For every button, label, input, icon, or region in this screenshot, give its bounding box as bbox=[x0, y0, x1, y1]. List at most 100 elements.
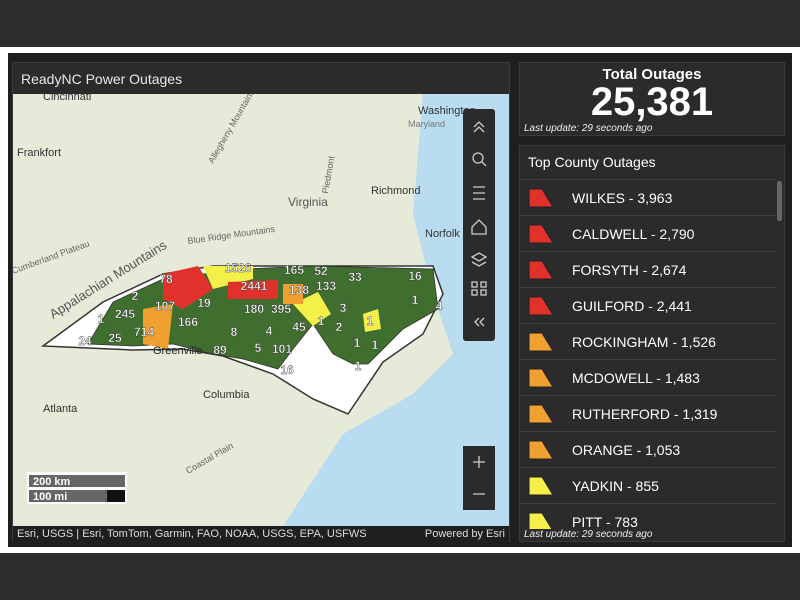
county-outage-label: 16 bbox=[408, 269, 422, 283]
county-list: WILKES - 3,963 CALDWELL - 2,790 FORSYTH - … bbox=[520, 179, 776, 539]
county-icon bbox=[528, 224, 554, 243]
list-title: Top County Outages bbox=[528, 154, 656, 170]
county-row[interactable]: FORSYTH - 2,674 bbox=[520, 251, 776, 287]
place-label: Virginia bbox=[288, 195, 328, 209]
county-icon bbox=[528, 476, 554, 495]
county-outage-label: 3 bbox=[340, 301, 347, 315]
county-outage-label: 2 bbox=[336, 320, 343, 334]
attribution-bar: Esri, USGS | Esri, TomTom, Garmin, FAO, … bbox=[13, 526, 509, 542]
county-label: CALDWELL - 2,790 bbox=[572, 225, 695, 242]
county-icon bbox=[528, 404, 554, 423]
county-outage-label: 1 bbox=[372, 338, 379, 352]
scale-label: 100 mi bbox=[33, 491, 67, 503]
powered-by[interactable]: Powered by Esri bbox=[424, 528, 505, 540]
county-row[interactable]: ORANGE - 1,053 bbox=[520, 431, 776, 467]
update-note: Last update: 29 seconds ago bbox=[524, 529, 774, 540]
county-row[interactable]: GUILFORD - 2,441 bbox=[520, 287, 776, 323]
county-outage-label: 24 bbox=[78, 334, 92, 348]
county-outage-label: 165 bbox=[284, 263, 304, 277]
icon-shape bbox=[528, 188, 554, 207]
county-outage-label: 16 bbox=[280, 363, 294, 377]
icon-shape bbox=[528, 404, 554, 423]
county-row[interactable]: WILKES - 3,963 bbox=[520, 179, 776, 215]
place-label: Norfolk bbox=[425, 228, 460, 240]
county-row[interactable]: RUTHERFORD - 1,319 bbox=[520, 395, 776, 431]
county-outage-label: 166 bbox=[178, 315, 198, 329]
county-outage-label: 4 bbox=[266, 324, 273, 338]
county-row[interactable]: MCDOWELL - 1,483 bbox=[520, 359, 776, 395]
total-title: Total Outages bbox=[602, 66, 702, 83]
place-label: Washington bbox=[418, 105, 476, 117]
county-label: MCDOWELL - 1,483 bbox=[572, 369, 700, 386]
county-row[interactable]: YADKIN - 855 bbox=[520, 467, 776, 503]
county-icon bbox=[528, 332, 554, 351]
place-label: Richmond bbox=[371, 185, 421, 197]
county-row[interactable]: CALDWELL - 2,790 bbox=[520, 215, 776, 251]
update-note: Last update: 29 seconds ago bbox=[524, 123, 653, 134]
dashboard: ReadyNC Power Outages Cincinnati Washingt… bbox=[8, 53, 792, 547]
attribution: Esri, USGS | Esri, TomTom, Garmin, FAO, … bbox=[17, 528, 367, 540]
icon-shape bbox=[528, 440, 554, 459]
county-outage-label: 138 bbox=[289, 283, 309, 297]
icon-shape bbox=[528, 332, 554, 351]
top-counties-panel: Top County Outages WILKES - 3,963 CALDWEL… bbox=[519, 145, 785, 542]
county-label: YADKIN - 855 bbox=[572, 477, 659, 494]
county-icon bbox=[528, 296, 554, 315]
county-outage-label: 1526 bbox=[225, 261, 252, 275]
icon-shape bbox=[528, 224, 554, 243]
county-outage-label: 1 bbox=[412, 293, 419, 307]
county-outage-label: 19 bbox=[197, 296, 211, 310]
total-value: 25,381 bbox=[590, 80, 714, 124]
county-outage-label: 714 bbox=[134, 325, 154, 339]
county-outage-label: 33 bbox=[348, 270, 362, 284]
place-label: Columbia bbox=[203, 389, 250, 401]
icon-shape bbox=[528, 512, 554, 531]
place-label: Maryland bbox=[408, 119, 445, 129]
county-icon bbox=[528, 260, 554, 279]
county-outage-label: 107 bbox=[155, 299, 175, 313]
icon-shape bbox=[528, 476, 554, 495]
place-label: Cincinnati bbox=[43, 94, 91, 103]
panel-title: ReadyNC Power Outages bbox=[21, 71, 183, 87]
county-outage-label: 78 bbox=[159, 272, 173, 286]
icon-shape bbox=[528, 260, 554, 279]
county-outage-label: 25 bbox=[108, 331, 122, 345]
place-label: Frankfort bbox=[17, 147, 61, 159]
county-outage-label: 1 bbox=[367, 314, 374, 328]
county-outage-label: 52 bbox=[314, 264, 328, 278]
county-outage-label: 180 bbox=[244, 302, 264, 316]
county-label: ORANGE - 1,053 bbox=[572, 441, 681, 458]
county-outage-label: 5 bbox=[255, 341, 262, 355]
county-outage-label: 8 bbox=[231, 325, 238, 339]
county-label: PITT - 783 bbox=[572, 513, 638, 530]
county-label: FORSYTH - 2,674 bbox=[572, 261, 687, 278]
county-outage-label: 1 bbox=[355, 359, 362, 373]
county-outage-label: 4 bbox=[436, 299, 443, 313]
county-outage-label: 395 bbox=[271, 302, 291, 316]
county-label: RUTHERFORD - 1,319 bbox=[572, 405, 718, 422]
place-label: Atlanta bbox=[43, 403, 78, 415]
map-panel: ReadyNC Power Outages Cincinnati Washingt… bbox=[12, 62, 510, 542]
county-outage-label: 89 bbox=[213, 343, 227, 357]
county-label: WILKES - 3,963 bbox=[572, 189, 673, 206]
county-outage-label: 1 bbox=[98, 312, 105, 326]
place-label: Greenville bbox=[153, 345, 203, 357]
county-label: GUILFORD - 2,441 bbox=[572, 297, 692, 314]
county-icon bbox=[528, 440, 554, 459]
county-outage-label: 2441 bbox=[241, 279, 268, 293]
icon-shape bbox=[528, 368, 554, 387]
map[interactable]: Cincinnati Washington Maryland Frankfort Vir… bbox=[13, 94, 509, 526]
county-icon bbox=[528, 368, 554, 387]
county-outage-label: 133 bbox=[316, 279, 336, 293]
county-outage-label: 245 bbox=[115, 307, 135, 321]
county-outage-label: 45 bbox=[292, 320, 306, 334]
county-icon bbox=[528, 188, 554, 207]
scrollbar[interactable] bbox=[777, 181, 782, 221]
county-row[interactable]: PITT - 783 bbox=[520, 503, 776, 539]
icon-shape bbox=[528, 296, 554, 315]
total-panel: Total Outages 25,381 Last update: 29 sec… bbox=[519, 62, 785, 136]
scale-label: 200 km bbox=[33, 476, 71, 488]
county-row[interactable]: ROCKINGHAM - 1,526 bbox=[520, 323, 776, 359]
county-outage-label: 1 bbox=[354, 336, 361, 350]
